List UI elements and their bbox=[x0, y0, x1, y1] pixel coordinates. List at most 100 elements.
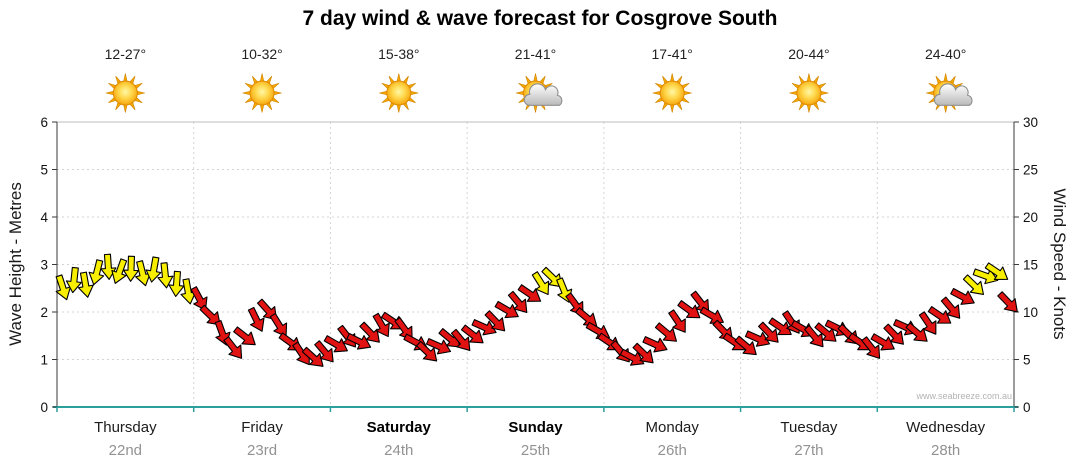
sun-icon bbox=[105, 73, 145, 113]
wind-arrow bbox=[927, 306, 952, 324]
day-name-label: Wednesday bbox=[906, 419, 986, 436]
wind-arrow bbox=[199, 304, 221, 326]
day-name-label: Saturday bbox=[366, 419, 431, 436]
sun-icon bbox=[379, 73, 419, 113]
day-name-label: Thursday bbox=[94, 419, 157, 436]
wind-arrow bbox=[323, 335, 348, 353]
sun-icon bbox=[652, 73, 692, 113]
wind-arrow bbox=[804, 325, 824, 348]
wind-arrow bbox=[883, 323, 904, 345]
wind-arrow bbox=[950, 287, 975, 305]
wind-arrow bbox=[619, 348, 645, 366]
wind-arrow bbox=[814, 322, 837, 342]
day-date-label: 26th bbox=[657, 442, 687, 459]
day-name-label: Monday bbox=[645, 419, 699, 436]
wind-arrow bbox=[359, 321, 380, 343]
day-name-label: Tuesday bbox=[780, 419, 838, 436]
left-axis-tick-label: 1 bbox=[40, 353, 48, 368]
day-temp-label: 20-44° bbox=[788, 46, 830, 62]
left-axis-tick-label: 4 bbox=[40, 210, 48, 225]
day-temp-label: 17-41° bbox=[651, 46, 693, 62]
day-name-label: Sunday bbox=[508, 419, 563, 436]
wind-arrow bbox=[531, 271, 550, 296]
cloud-icon bbox=[933, 83, 973, 106]
left-axis-tick-label: 2 bbox=[40, 305, 48, 320]
wind-arrow bbox=[744, 330, 771, 347]
wind-arrow bbox=[346, 332, 372, 350]
left-axis-tick-label: 0 bbox=[40, 400, 48, 415]
right-axis-tick-label: 15 bbox=[1023, 258, 1038, 273]
wind-arrow bbox=[654, 322, 678, 342]
wind-arrow bbox=[861, 336, 881, 359]
chart-title: 7 day wind & wave forecast for Cosgrove … bbox=[302, 7, 778, 30]
day-date-label: 27th bbox=[794, 442, 824, 459]
wind-arrow bbox=[372, 312, 390, 338]
wind-arrow bbox=[962, 274, 985, 295]
wind-arrow bbox=[460, 324, 484, 344]
wind-arrow bbox=[984, 262, 1009, 280]
wind-arrow bbox=[168, 270, 185, 298]
left-axis-tick-label: 6 bbox=[40, 115, 48, 130]
wind-arrow bbox=[642, 336, 668, 353]
day-date-label: 23rd bbox=[247, 442, 278, 459]
wind-arrow bbox=[507, 290, 528, 314]
wind-arrow bbox=[223, 336, 243, 359]
wind-arrow bbox=[301, 346, 324, 367]
wind-arrow bbox=[918, 311, 937, 335]
wind-arrow bbox=[190, 286, 208, 311]
wind-arrow bbox=[517, 284, 542, 302]
wind-arrow bbox=[65, 266, 82, 294]
wind-arrow bbox=[247, 306, 265, 332]
wind-arrow bbox=[668, 309, 686, 333]
wind-arrow bbox=[55, 274, 71, 301]
wind-arrow bbox=[416, 340, 438, 362]
day-date-label: 25th bbox=[520, 442, 551, 459]
wind-arrow bbox=[632, 342, 654, 364]
wind-arrow bbox=[145, 256, 162, 283]
wind-arrow bbox=[269, 312, 288, 337]
day-temp-label: 10-32° bbox=[241, 46, 283, 62]
wind-arrow bbox=[494, 300, 519, 319]
sun-icon bbox=[789, 73, 829, 113]
wind-arrow bbox=[77, 271, 94, 298]
right-axis-tick-label: 25 bbox=[1023, 163, 1038, 178]
wind-arrow bbox=[122, 255, 140, 282]
wind-arrow bbox=[471, 319, 497, 336]
wind-arrow bbox=[88, 259, 105, 286]
wind-arrow bbox=[157, 262, 174, 289]
right-axis-tick-label: 30 bbox=[1023, 115, 1038, 130]
day-temp-label: 12-27° bbox=[104, 46, 147, 62]
wind-arrow bbox=[484, 310, 506, 332]
wind-arrow bbox=[997, 291, 1018, 313]
wind-arrow bbox=[940, 296, 961, 319]
left-axis-tick-label: 3 bbox=[40, 258, 48, 273]
wind-arrow bbox=[111, 258, 128, 284]
day-name-label: Friday bbox=[241, 419, 283, 436]
day-temp-label: 15-38° bbox=[378, 46, 420, 62]
wind-arrow bbox=[734, 335, 757, 356]
wind-arrow bbox=[450, 328, 471, 352]
right-axis-tick-label: 0 bbox=[1023, 400, 1031, 415]
wind-arrow bbox=[314, 340, 334, 363]
day-temp-label: 24-40° bbox=[924, 46, 967, 62]
wind-arrow bbox=[256, 298, 278, 321]
wind-arrow bbox=[233, 326, 256, 346]
sun-icon bbox=[242, 73, 282, 113]
wind-arrow bbox=[677, 300, 701, 319]
day-date-label: 22nd bbox=[108, 442, 143, 459]
wind-arrow bbox=[425, 338, 452, 355]
cloud-icon bbox=[523, 83, 563, 106]
wind-arrow bbox=[870, 333, 895, 351]
day-date-label: 24th bbox=[384, 442, 414, 459]
day-temp-label: 21-41° bbox=[514, 46, 557, 62]
wind-arrow bbox=[758, 321, 779, 343]
day-date-label: 28th bbox=[931, 442, 961, 459]
watermark: www.seabreeze.com.au bbox=[916, 391, 1012, 401]
right-axis-tick-label: 10 bbox=[1023, 305, 1038, 320]
wind-arrow bbox=[768, 317, 792, 336]
right-axis-tick-label: 5 bbox=[1023, 353, 1031, 368]
wind-arrow bbox=[905, 322, 928, 342]
right-axis-tick-label: 20 bbox=[1023, 210, 1038, 225]
